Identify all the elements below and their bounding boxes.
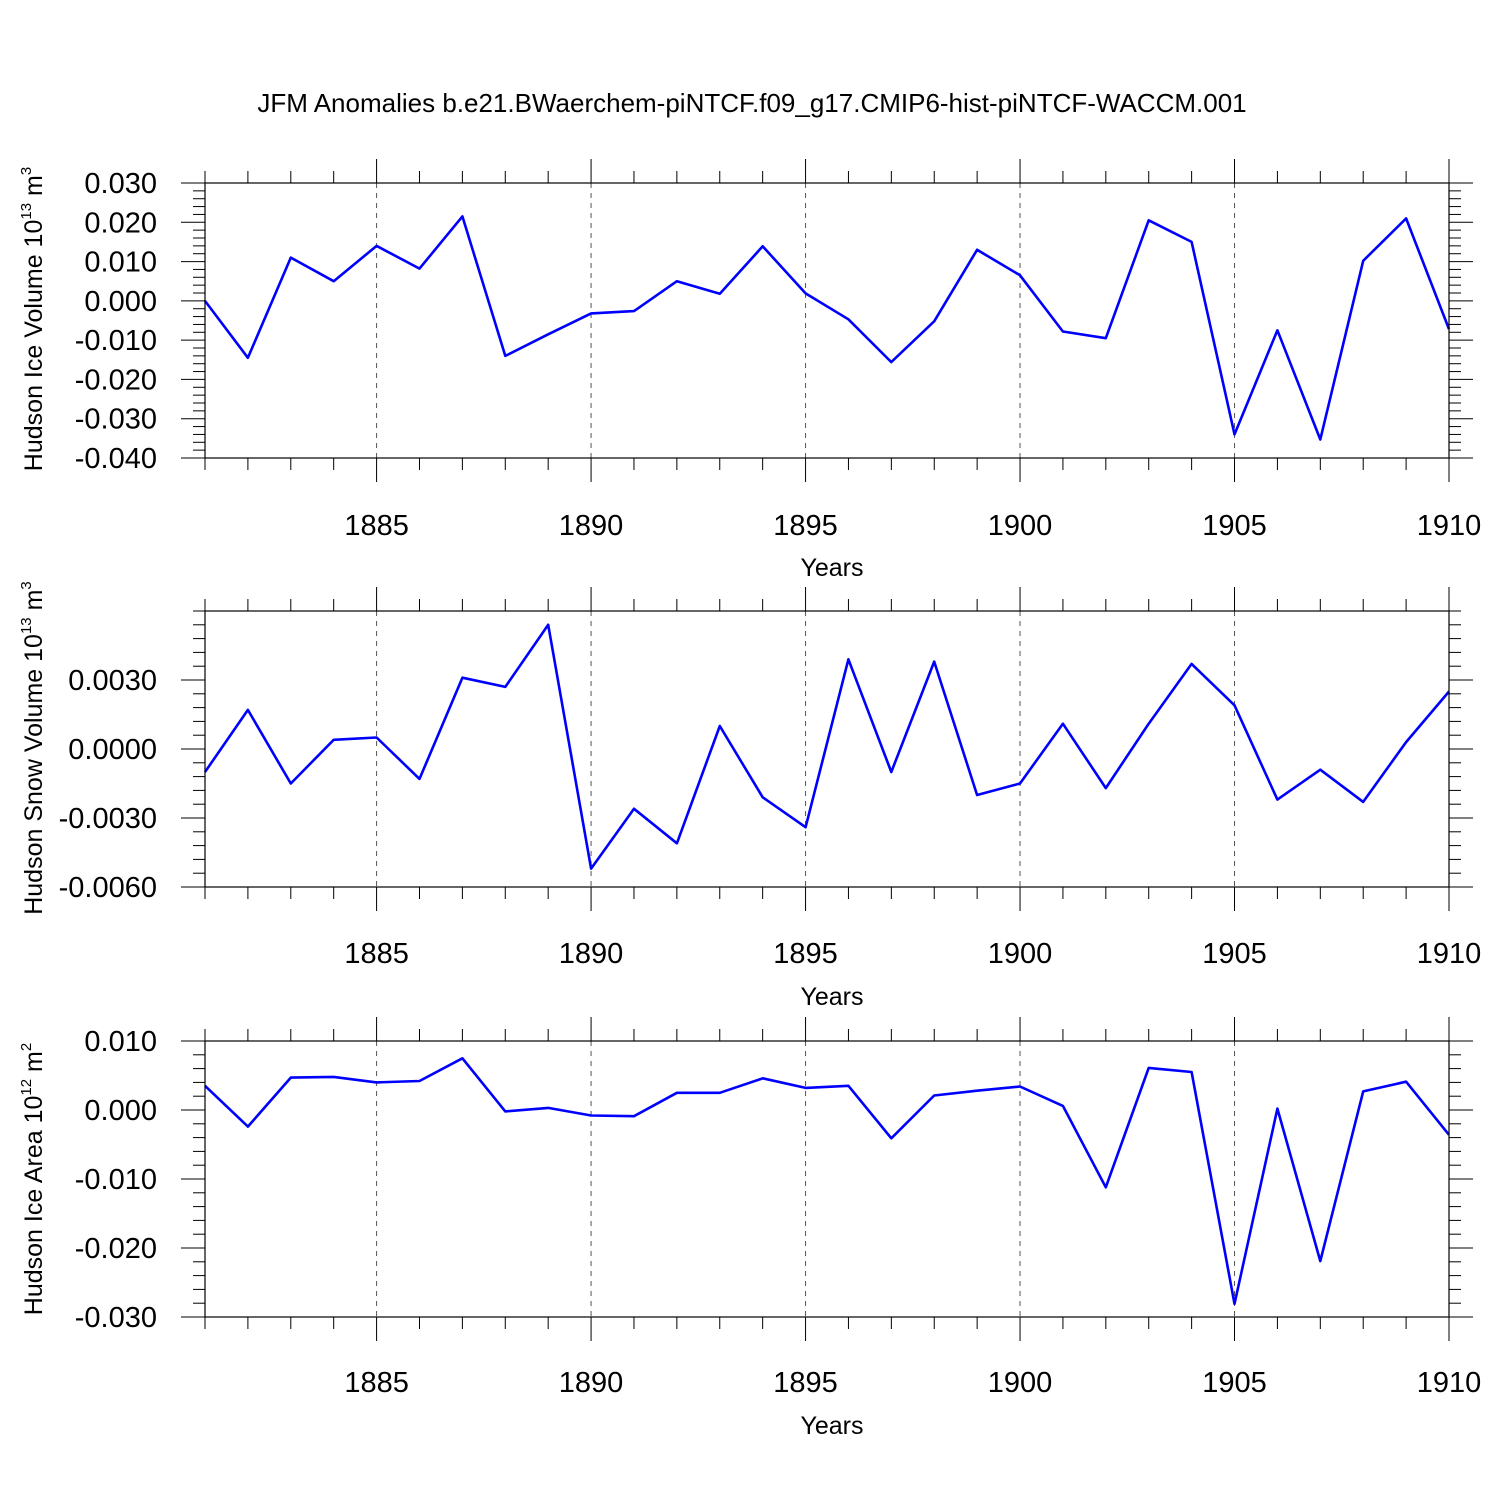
y-axis-title-unit-exponent: 3: [18, 167, 35, 175]
chart-panel-2: 0.0030 0.0000 -0.0030 -0.0060 1885 1890 1895 19…: [18, 581, 1481, 1011]
y-axis-title-unit: m: [20, 590, 48, 618]
series-line: [204, 1057, 1451, 1306]
y-axis-title-exponent: 13: [18, 617, 35, 634]
y-tick-label: -0.0030: [59, 803, 157, 835]
y-axis-title: Hudson Snow Volume 1013 m3: [18, 581, 48, 915]
chart-panel-3: 0.010 0.000 -0.010 -0.020 -0.030 1885 1890 1895…: [18, 1017, 1481, 1440]
x-tick-label: 1900: [988, 510, 1053, 542]
y-axis-title-unit: m: [20, 175, 48, 203]
y-tick-label: 0.0030: [68, 665, 157, 697]
plot-frame: [204, 610, 1450, 888]
series-line: [203, 215, 1451, 441]
x-axis-title: Years: [800, 554, 863, 582]
x-tick-label: 1895: [773, 1367, 838, 1399]
x-tick-label: 1885: [344, 938, 409, 970]
y-tick-label: -0.040: [75, 443, 157, 475]
x-tick-label: 1895: [773, 938, 838, 970]
y-axis-title-text: Hudson Snow Volume 10: [20, 634, 48, 915]
y-tick-label: 0.000: [84, 1095, 157, 1127]
y-tick-label: -0.010: [75, 325, 157, 357]
x-tick-label: 1890: [559, 938, 624, 970]
y-tick-label: -0.0060: [59, 872, 157, 904]
y-axis-title-exponent: 13: [18, 203, 35, 220]
y-tick-label: 0.010: [84, 1026, 157, 1058]
y-tick-label: 0.0000: [68, 734, 157, 766]
chart-title: JFM Anomalies b.e21.BWaerchem-piNTCF.f09…: [257, 88, 1246, 118]
x-tick-label: 1885: [344, 510, 409, 542]
y-tick-label: -0.010: [75, 1164, 157, 1196]
y-axis-title: Hudson Ice Area 1012 m2: [18, 1043, 48, 1315]
x-axis-title: Years: [800, 1412, 863, 1440]
x-tick-label: 1910: [1417, 938, 1482, 970]
y-tick-label: 0.010: [84, 247, 157, 279]
x-tick-label: 1910: [1417, 510, 1482, 542]
x-axis-title: Years: [800, 983, 863, 1011]
x-tick-label: 1905: [1202, 938, 1267, 970]
x-tick-label: 1895: [773, 510, 838, 542]
y-axis-title-exponent: 12: [18, 1079, 35, 1096]
y-axis-title: Hudson Ice Volume 1013 m3: [18, 167, 48, 471]
y-tick-label: -0.030: [75, 404, 157, 436]
y-axis-title-text: Hudson Ice Volume 10: [20, 220, 48, 472]
y-axis-title-text: Hudson Ice Area 10: [20, 1096, 48, 1316]
plot-frame: [204, 182, 1450, 459]
x-tick-label: 1905: [1202, 510, 1267, 542]
x-tick-label: 1890: [559, 510, 624, 542]
x-tick-label: 1890: [559, 1367, 624, 1399]
x-tick-label: 1900: [988, 1367, 1053, 1399]
y-axis-title-unit-exponent: 3: [18, 581, 35, 589]
x-tick-label: 1885: [344, 1367, 409, 1399]
chart-panel-1: 0.030 0.020 0.010 0.000 -0.010 -0.020 -0.030 -0…: [18, 159, 1481, 582]
x-tick-label: 1910: [1417, 1367, 1482, 1399]
x-tick-label: 1900: [988, 938, 1053, 970]
y-tick-label: 0.020: [84, 207, 157, 239]
y-tick-label: -0.030: [75, 1302, 157, 1334]
y-axis-title-unit-exponent: 2: [18, 1043, 35, 1051]
plot-frame: [204, 1040, 1450, 1318]
y-tick-label: 0.000: [84, 286, 157, 318]
y-tick-label: -0.020: [75, 1233, 157, 1265]
y-tick-label: -0.020: [75, 364, 157, 396]
y-tick-label: 0.030: [84, 168, 157, 200]
y-axis-title-unit: m: [20, 1051, 48, 1079]
x-tick-label: 1905: [1202, 1367, 1267, 1399]
series-line: [203, 623, 1450, 870]
